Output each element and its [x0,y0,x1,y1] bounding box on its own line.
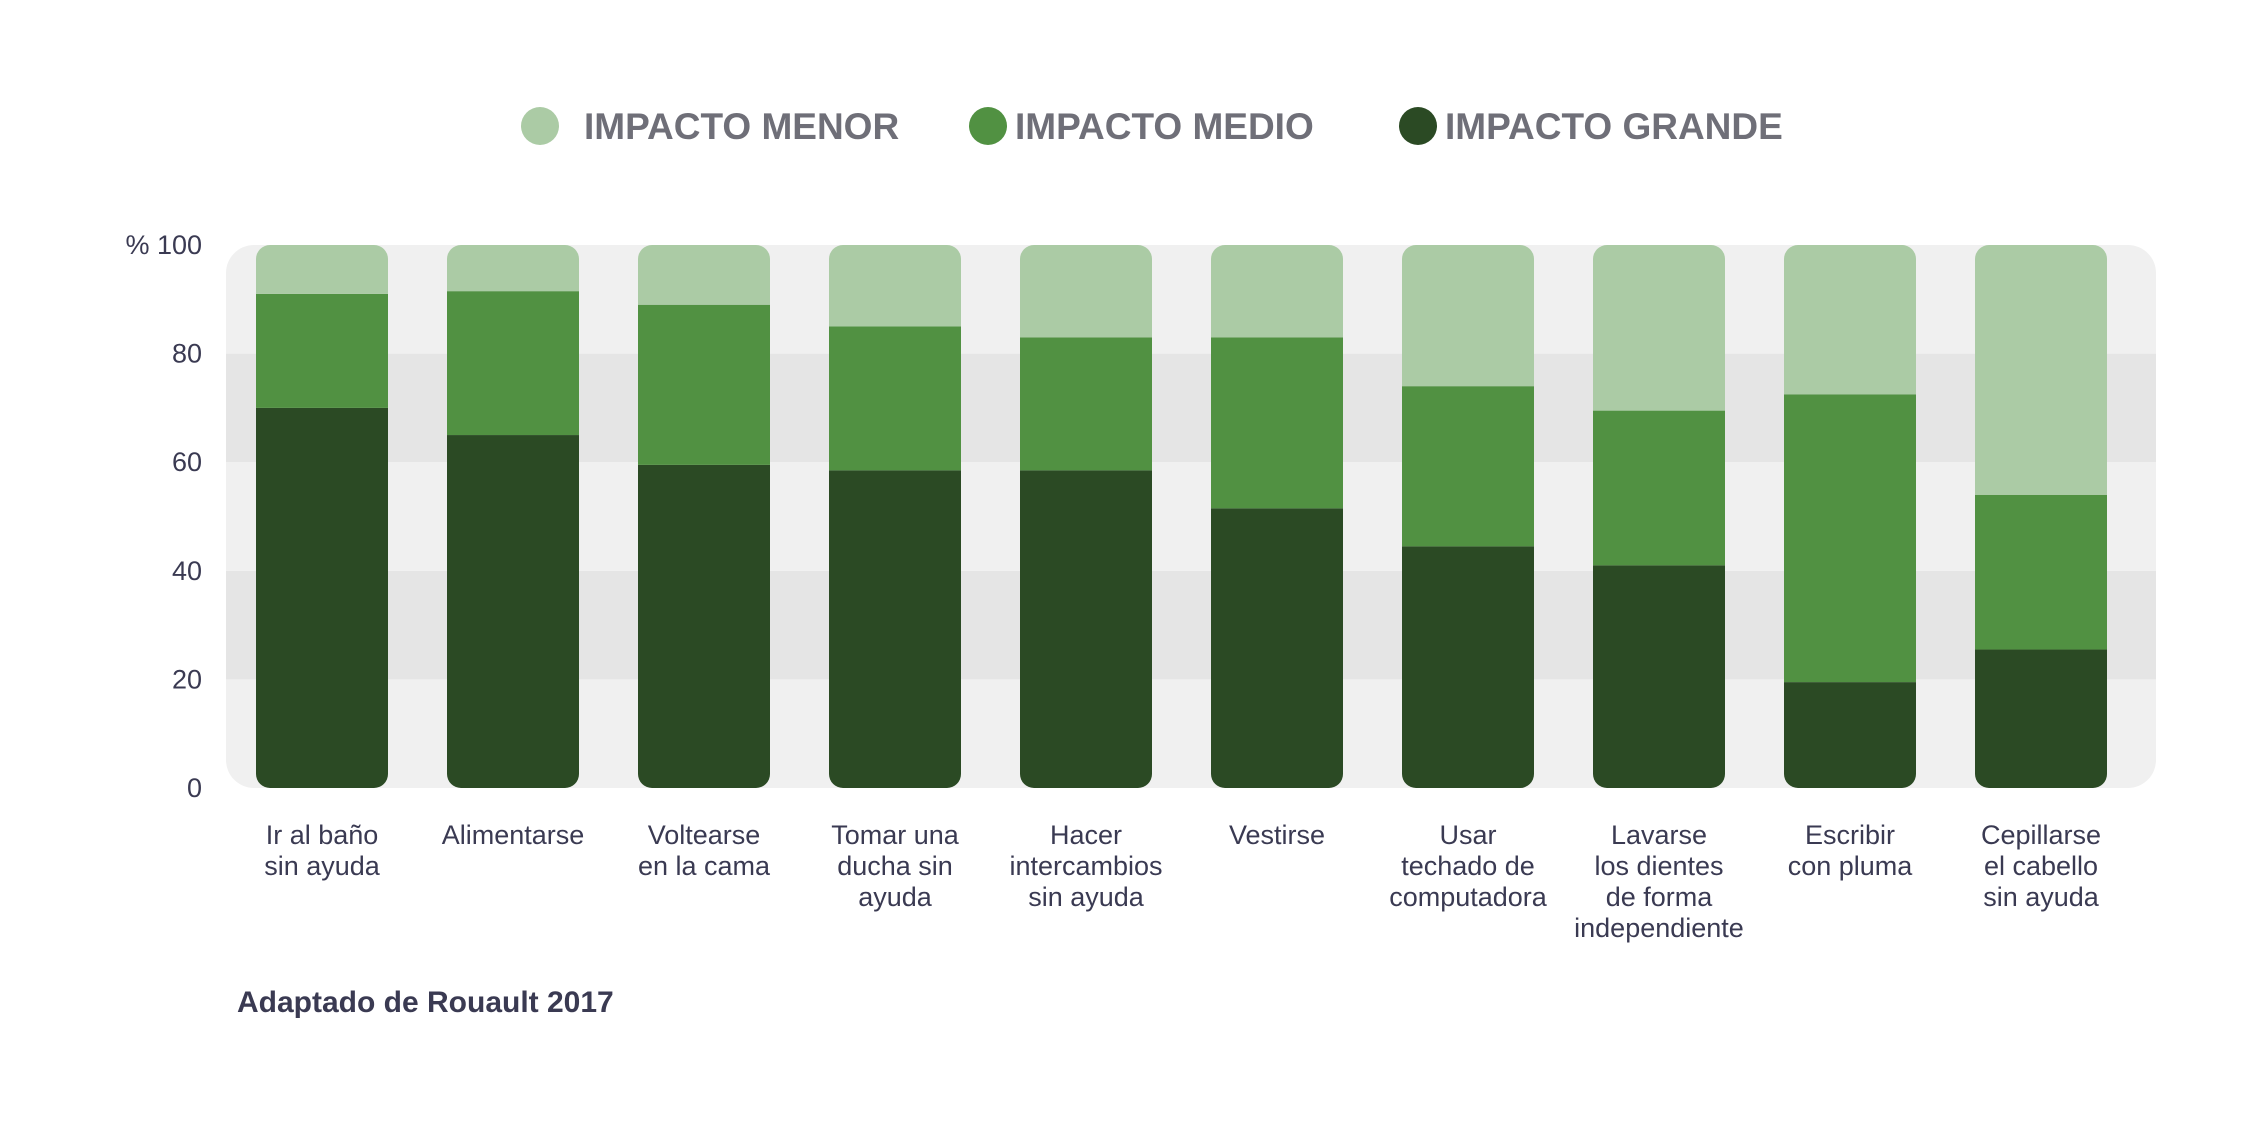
bar-stack [1975,245,2107,788]
x-category-label: Vestirse [1229,820,1325,850]
bar-segment [829,470,961,788]
legend-item: IMPACTO MENOR [521,106,899,147]
bar-segment [638,304,770,465]
legend-swatch [1399,107,1437,145]
y-axis: 0 20 40 60 80 % 100 [125,230,202,803]
x-category-label: Escribir con pluma [1788,820,1914,881]
bar-stack [1211,245,1343,788]
bar-segment [256,245,388,294]
y-tick-label: 80 [172,339,202,369]
legend-item: IMPACTO MEDIO [969,106,1314,147]
source-note: Adaptado de Rouault 2017 [237,986,614,1019]
bar-segment [1020,337,1152,471]
legend-swatch [969,107,1007,145]
bars [256,245,2107,788]
bar-segment [447,245,579,292]
bar-segment [1975,245,2107,495]
bar-segment [1402,386,1534,547]
bar-stack [829,245,961,788]
x-category-label: Tomar una ducha sin ayuda [831,820,960,912]
bar-segment [638,245,770,305]
bar-segment [829,326,961,471]
bar-segment [1402,546,1534,788]
bar-segment [829,245,961,327]
x-category-label: Alimentarse [442,820,585,850]
x-category-label: Voltearse en la cama [638,820,771,881]
y-tick-label: 40 [172,556,202,586]
bar-stack [256,245,388,788]
bar-segment [447,435,579,788]
bar-segment [1784,394,1916,683]
bar-segment [1784,245,1916,395]
bar-segment [1975,494,2107,650]
bar-stack [638,245,770,788]
bar-segment [1593,410,1725,566]
bar-segment [638,464,770,788]
legend-item: IMPACTO GRANDE [1399,106,1783,147]
legend-label: IMPACTO MENOR [584,106,899,147]
x-category-label: Ir al baño sin ayuda [264,820,381,881]
x-axis-labels: Ir al baño sin ayuda Alimentarse Voltearse e… [264,820,2101,943]
bar-segment [1211,337,1343,509]
bar-segment [256,293,388,408]
y-tick-label: 0 [187,773,202,803]
bar-stack [1784,245,1916,788]
bar-segment [1784,682,1916,788]
bar-segment [1402,245,1534,387]
bar-stack [1020,245,1152,788]
legend: IMPACTO MENOR IMPACTO MEDIO IMPACTO GRANDE [521,106,1783,147]
bar-segment [1211,245,1343,338]
y-tick-label: 60 [172,447,202,477]
bar-stack [1402,245,1534,788]
bar-segment [1020,245,1152,338]
x-category-label: Usar techado de computadora [1389,820,1548,912]
bar-segment [1020,470,1152,788]
y-tick-label: 20 [172,664,202,694]
x-category-label: Cepillarse el cabello sin ayuda [1981,820,2101,912]
legend-label: IMPACTO MEDIO [1015,106,1314,147]
bar-stack [447,245,579,788]
bar-segment [447,291,579,436]
legend-swatch [521,107,559,145]
bar-segment [1593,565,1725,788]
bar-stack [1593,245,1725,788]
y-tick-label: % 100 [125,230,202,260]
x-category-label: Hacer intercambios sin ayuda [1009,820,1162,912]
legend-label: IMPACTO GRANDE [1445,106,1783,147]
bar-segment [1211,508,1343,788]
bar-segment [1593,245,1725,411]
x-category-label: Lavarse los dientes de forma independiente [1574,820,1744,943]
bar-segment [1975,649,2107,788]
bar-segment [256,407,388,788]
